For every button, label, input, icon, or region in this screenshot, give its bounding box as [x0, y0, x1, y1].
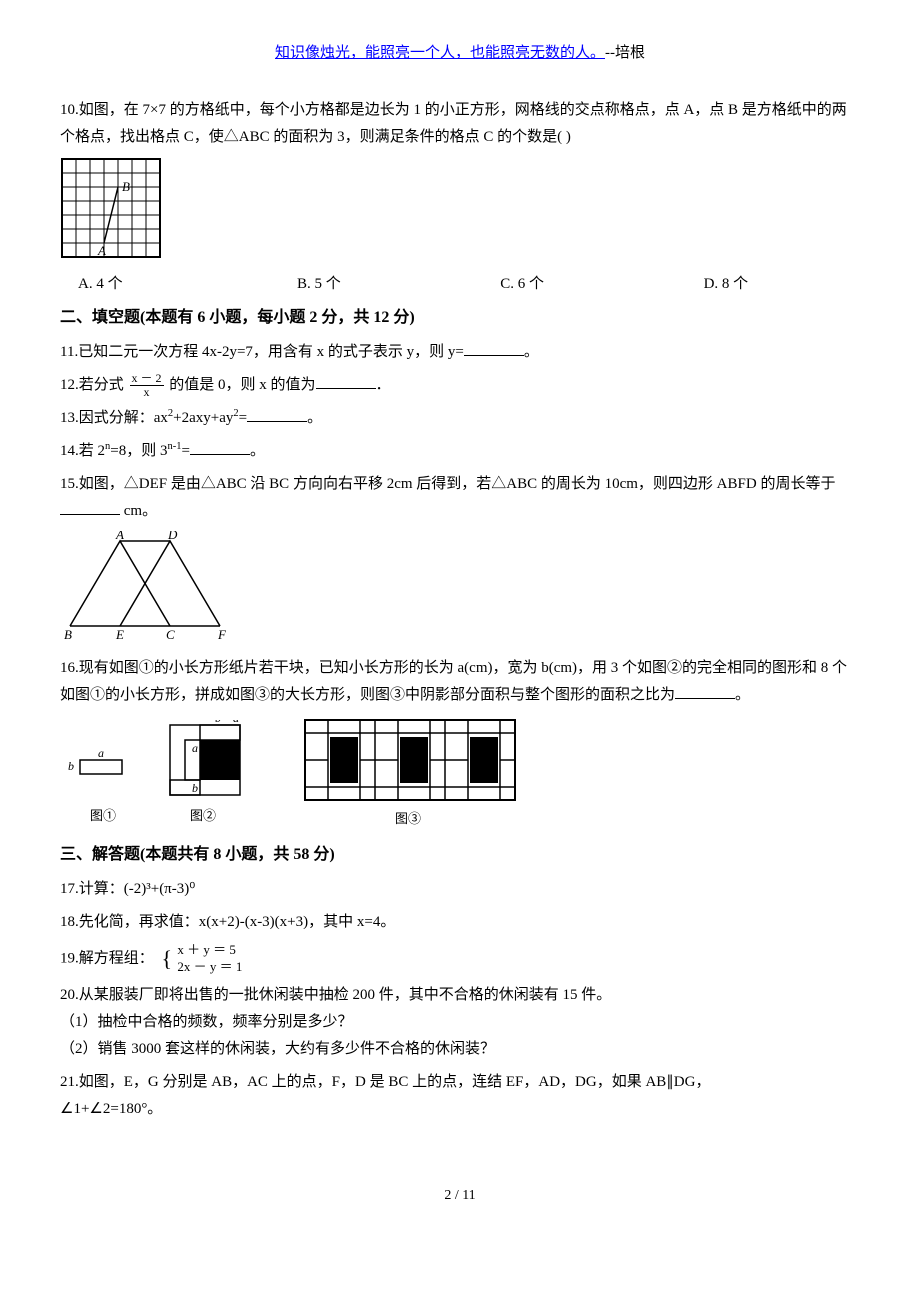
q10-choices: A. 4 个 B. 5 个 C. 6 个 D. 8 个 — [60, 271, 860, 298]
header-quote: 知识像烛光，能照亮一个人，也能照亮无数的人。--培根 — [60, 40, 860, 67]
q20-sub2: （2）销售 3000 套这样的休闲装，大约有多少件不合格的休闲装？ — [60, 1036, 860, 1063]
question-11: 11.已知二元一次方程 4x-2y=7，用含有 x 的式子表示 y，则 y= 。 — [60, 339, 860, 366]
svg-text:B: B — [64, 627, 72, 641]
quote-blue: 知识像烛光，能照亮一个人，也能照亮无数的人。 — [275, 45, 605, 61]
svg-text:b: b — [68, 759, 74, 773]
section-2-heading: 二、填空题(本题有 6 小题，每小题 2 分，共 12 分) — [60, 304, 860, 333]
q11-post: 。 — [524, 344, 539, 360]
q21-line2: ∠1+∠2=180°。 — [60, 1096, 860, 1123]
q10-figure: B A — [60, 157, 860, 267]
question-19: 19.解方程组： { x ＋ y ＝ 5 2x － y ＝ 1 — [60, 942, 860, 976]
frac-num: x － 2 — [130, 372, 164, 386]
q12-post: ． — [376, 377, 391, 393]
question-17: 17.计算：(-2)³+(π-3)⁰ — [60, 876, 860, 903]
svg-text:图②: 图② — [190, 808, 216, 823]
q14-mid2: = — [181, 443, 189, 459]
q13-eq: = — [239, 410, 247, 426]
blank — [675, 683, 735, 699]
blank — [247, 406, 307, 422]
svg-text:A: A — [97, 243, 106, 258]
q13-post: 。 — [307, 410, 322, 426]
svg-text:a: a — [233, 720, 239, 725]
sup-n1: n-1 — [167, 441, 181, 452]
q12-mid: 的值是 0，则 x 的值为 — [169, 377, 315, 393]
q15-pre: 15.如图，△DEF 是由△ABC 沿 BC 方向向右平移 2cm 后得到，若△… — [60, 476, 835, 492]
q16-figures: a b 图① b a a b 图② — [60, 715, 860, 835]
svg-text:C: C — [166, 627, 175, 641]
svg-text:F: F — [217, 627, 227, 641]
choice-b: B. 5 个 — [297, 271, 500, 298]
question-20: 20.从某服装厂即将出售的一批休闲装中抽检 200 件，其中不合格的休闲装有 1… — [60, 982, 860, 1063]
q19-pre: 19.解方程组： — [60, 950, 154, 966]
fig1-fig2-icon: a b 图① b a a b 图② — [60, 720, 270, 835]
question-21: 21.如图，E，G 分别是 AB，AC 上的点，F，D 是 BC 上的点，连结 … — [60, 1069, 860, 1123]
q13-mid: +2axy+ay — [173, 410, 233, 426]
q15-figure: A D B E C F — [60, 531, 860, 651]
choice-c: C. 6 个 — [500, 271, 703, 298]
svg-text:E: E — [115, 627, 124, 641]
question-12: 12.若分式 x － 2 x 的值是 0，则 x 的值为 ． — [60, 372, 860, 399]
section-3-heading: 三、解答题(本题共有 8 小题，共 58 分) — [60, 841, 860, 870]
eq-lines: x ＋ y ＝ 5 2x － y ＝ 1 — [177, 942, 242, 976]
q11-pre: 11.已知二元一次方程 4x-2y=7，用含有 x 的式子表示 y，则 y= — [60, 344, 464, 360]
blank — [464, 340, 524, 356]
svg-text:B: B — [122, 179, 130, 194]
fraction: x － 2 x — [130, 372, 164, 399]
q14-mid1: =8，则 3 — [110, 443, 167, 459]
question-16: 16.现有如图①的小长方形纸片若干块，已知小长方形的长为 a(cm)，宽为 b(… — [60, 655, 860, 709]
svg-text:b: b — [192, 781, 198, 795]
svg-text:图①: 图① — [90, 808, 116, 823]
q20-sub1: （1）抽检中合格的频数，频率分别是多少？ — [60, 1009, 860, 1036]
q16-post: 。 — [735, 687, 750, 703]
grid-7x7-icon: B A — [60, 157, 170, 267]
eq1: x ＋ y ＝ 5 — [177, 942, 242, 959]
choice-d: D. 8 个 — [704, 271, 860, 298]
svg-text:b: b — [215, 720, 221, 725]
question-13: 13.因式分解：ax2+2axy+ay2=。 — [60, 405, 860, 432]
page-footer: 2 / 11 — [60, 1183, 860, 1208]
blank — [60, 499, 120, 515]
fig3-icon: 图③ — [300, 715, 520, 835]
q14-post: 。 — [250, 443, 265, 459]
q20-text: 20.从某服装厂即将出售的一批休闲装中抽检 200 件，其中不合格的休闲装有 1… — [60, 982, 860, 1009]
q13-pre: 13.因式分解：ax — [60, 410, 168, 426]
brace-icon: { — [162, 945, 173, 974]
triangle-translate-icon: A D B E C F — [60, 531, 250, 641]
blank — [190, 439, 250, 455]
equation-system: { x ＋ y ＝ 5 2x － y ＝ 1 — [162, 942, 243, 976]
eq2: 2x － y ＝ 1 — [177, 959, 242, 976]
question-15: 15.如图，△DEF 是由△ABC 沿 BC 方向向右平移 2cm 后得到，若△… — [60, 471, 860, 525]
q14-pre: 14.若 2 — [60, 443, 105, 459]
blank — [316, 373, 376, 389]
question-14: 14.若 2n=8，则 3n-1=。 — [60, 438, 860, 465]
svg-text:A: A — [115, 531, 124, 542]
quote-author: --培根 — [605, 45, 645, 61]
svg-text:D: D — [167, 531, 178, 542]
question-10: 10.如图，在 7×7 的方格纸中，每个小方格都是边长为 1 的小正方形，网格线… — [60, 97, 860, 151]
svg-text:a: a — [98, 746, 104, 760]
svg-text:a: a — [192, 741, 198, 755]
q21-line1: 21.如图，E，G 分别是 AB，AC 上的点，F，D 是 BC 上的点，连结 … — [60, 1069, 860, 1096]
q10-text: 10.如图，在 7×7 的方格纸中，每个小方格都是边长为 1 的小正方形，网格线… — [60, 102, 847, 145]
question-18: 18.先化简，再求值：x(x+2)-(x-3)(x+3)，其中 x=4。 — [60, 909, 860, 936]
svg-text:图③: 图③ — [395, 811, 421, 826]
q12-pre: 12.若分式 — [60, 377, 128, 393]
frac-den: x — [130, 386, 164, 399]
q15-post: cm。 — [120, 503, 157, 519]
choice-a: A. 4 个 — [60, 271, 297, 298]
